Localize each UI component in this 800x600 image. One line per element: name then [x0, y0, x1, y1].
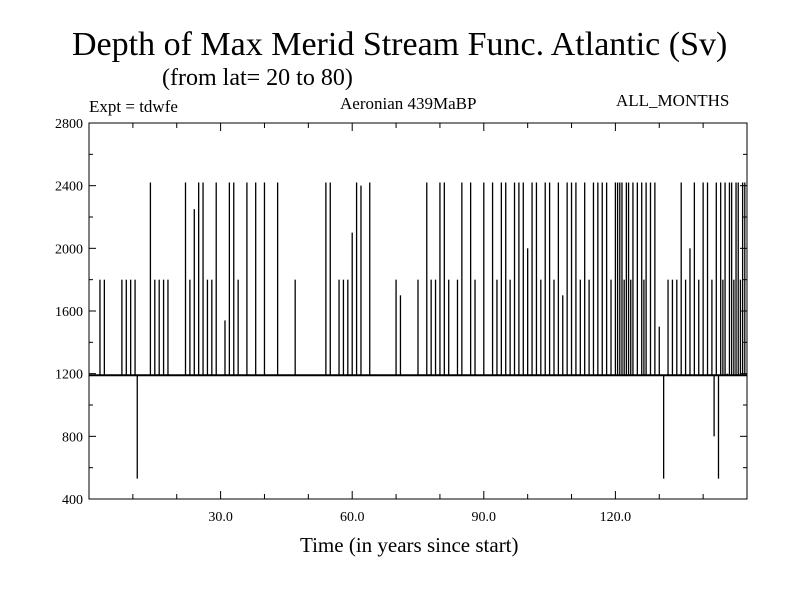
x-tick-label: 90.0 [472, 510, 497, 525]
experiment-label: Expt = tdwfe [89, 97, 178, 116]
series-line-group [89, 182, 747, 479]
x-tick-label: 30.0 [208, 510, 233, 525]
axis-ticks: 400 800 1200 1600 2000 2400 2800 30.0 60.0 90.0 12… [55, 117, 747, 525]
months-label: ALL_MONTHS [616, 91, 730, 110]
y-tick-label: 2800 [55, 117, 83, 132]
x-axis-label: Time (in years since start) [300, 533, 519, 557]
y-tick-label: 1200 [55, 368, 83, 383]
period-label: Aeronian 439MaBP [340, 94, 477, 113]
y-tick-label: 2400 [55, 180, 83, 195]
y-tick-label: 800 [62, 430, 83, 445]
x-tick-label: 60.0 [340, 510, 365, 525]
y-tick-label: 1600 [55, 305, 83, 320]
chart-subtitle: (from lat= 20 to 80) [162, 65, 353, 91]
y-tick-label: 2000 [55, 242, 83, 257]
chart-title: Depth of Max Merid Stream Func. Atlantic… [72, 26, 728, 63]
x-tick-label: 120.0 [600, 510, 632, 525]
y-tick-label: 400 [62, 493, 83, 508]
